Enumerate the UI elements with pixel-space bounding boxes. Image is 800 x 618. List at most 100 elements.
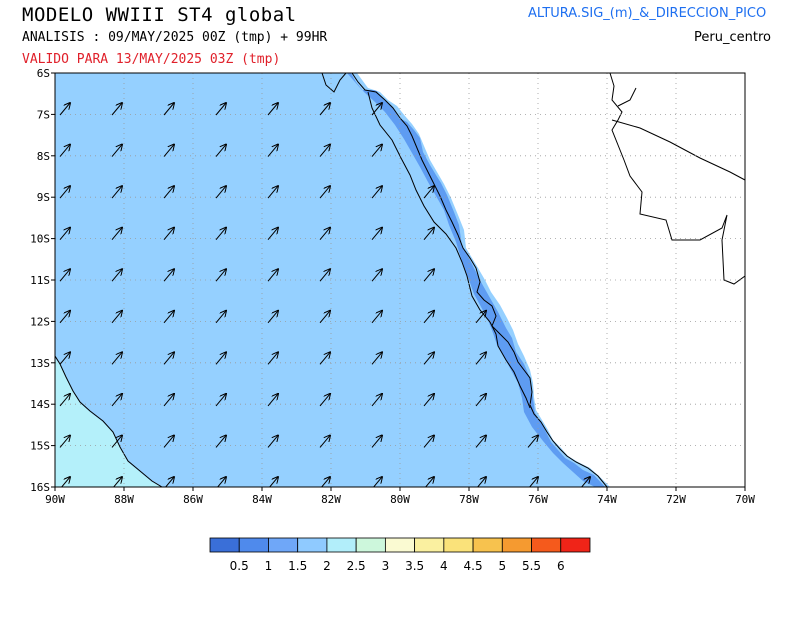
colorbar-swatch — [414, 537, 445, 553]
lon-tick-label: 74W — [597, 493, 617, 506]
colorbar-swatch — [501, 537, 532, 553]
colorbar-label: 4 — [440, 559, 448, 573]
direction-arrow — [163, 228, 174, 240]
direction-arrow — [215, 103, 226, 116]
direction-arrow — [111, 311, 122, 324]
lat-tick-label: 6S — [37, 67, 50, 80]
lon-tick-label: 78W — [459, 493, 479, 506]
colorbar-label: 3 — [382, 559, 390, 573]
direction-arrow — [111, 186, 122, 199]
direction-arrow — [267, 186, 278, 199]
direction-arrow — [423, 394, 434, 407]
direction-arrow — [321, 477, 330, 487]
direction-arrow — [111, 435, 122, 448]
direction-arrow — [163, 269, 174, 282]
direction-arrow — [423, 228, 434, 240]
direction-arrow — [267, 228, 278, 240]
direction-arrow — [59, 145, 70, 157]
direction-arrow — [581, 477, 590, 487]
colorbar-swatch — [560, 537, 591, 553]
direction-arrow — [527, 435, 538, 448]
lat-tick-label: 16S — [30, 481, 50, 494]
colorbar-label: 2 — [323, 559, 331, 573]
direction-arrow — [215, 352, 226, 365]
peak-direction-arrows — [59, 103, 590, 487]
direction-arrow — [371, 394, 382, 407]
direction-arrow — [475, 352, 486, 365]
lon-tick-label: 76W — [528, 493, 548, 506]
direction-arrow — [163, 435, 174, 448]
direction-arrow — [425, 477, 434, 487]
colorbar-swatch — [297, 537, 328, 553]
lat-lon-grid — [55, 73, 745, 487]
direction-arrow — [215, 269, 226, 282]
direction-arrow — [163, 145, 174, 157]
colorbar-label: 1 — [265, 559, 273, 573]
direction-arrow — [371, 311, 382, 324]
direction-arrow — [59, 228, 70, 240]
coastline — [351, 73, 608, 487]
direction-arrow — [215, 311, 226, 324]
colorbar-label: 5 — [498, 559, 506, 573]
direction-arrow — [111, 103, 122, 116]
lat-tick-label: 14S — [30, 398, 50, 411]
direction-arrow — [477, 477, 486, 487]
lat-tick-label: 8S — [37, 150, 50, 163]
lat-tick-label: 10S — [30, 233, 50, 246]
valid-line: VALIDO PARA 13/MAY/2025 03Z (tmp) — [22, 52, 281, 67]
direction-arrow — [163, 394, 174, 407]
lat-axis: 6S 7S 8S 9S 10S 11S 12S 13S 14S 15S 16S — [30, 67, 55, 494]
direction-arrow — [371, 352, 382, 365]
direction-arrow — [215, 228, 226, 240]
direction-arrow — [371, 145, 382, 157]
colorbar-label: 5.5 — [522, 559, 541, 573]
direction-arrow — [59, 394, 70, 407]
lon-tick-label: 80W — [390, 493, 410, 506]
direction-arrow — [371, 228, 382, 240]
variable-label: ALTURA.SIG_(m)_&_DIRECCION_PICO — [528, 6, 767, 21]
direction-arrow — [371, 435, 382, 448]
direction-arrow — [215, 394, 226, 407]
direction-arrow — [423, 311, 434, 324]
direction-arrow — [267, 103, 278, 116]
colorbar-label: 1.5 — [288, 559, 307, 573]
direction-arrow — [59, 186, 70, 199]
colorbar-swatch — [531, 537, 562, 553]
direction-arrow — [113, 477, 122, 487]
direction-arrow — [267, 269, 278, 282]
inland-border — [609, 73, 745, 285]
direction-arrow — [319, 269, 330, 282]
direction-arrow — [111, 352, 122, 365]
direction-arrow — [217, 477, 226, 487]
colorbar-label: 4.5 — [464, 559, 483, 573]
direction-arrow — [319, 145, 330, 157]
lat-tick-label: 11S — [30, 274, 50, 287]
colorbar-label: 0.5 — [230, 559, 249, 573]
direction-arrow — [319, 186, 330, 199]
lon-axis: 90W 88W 86W 84W 82W 80W 78W 76W 74W 72W 70W — [45, 487, 755, 506]
region-label: Peru_centro — [694, 30, 771, 45]
colorbar: 0.5 1 1.5 2 2.5 3 3.5 4 4.5 5 5.5 6 — [209, 537, 591, 573]
direction-arrow — [59, 269, 70, 282]
direction-arrow — [267, 311, 278, 324]
colorbar-swatch — [355, 537, 386, 553]
direction-arrow — [215, 145, 226, 157]
direction-arrow — [267, 435, 278, 448]
lat-tick-label: 12S — [30, 315, 50, 328]
analysis-line: ANALISIS : 09/MAY/2025 00Z (tmp) + 99HR — [22, 30, 328, 45]
direction-arrow — [215, 435, 226, 448]
direction-arrow — [319, 311, 330, 324]
direction-arrow — [111, 394, 122, 407]
direction-arrow — [61, 477, 70, 487]
direction-arrow — [215, 186, 226, 199]
direction-arrow — [423, 435, 434, 448]
direction-arrow — [59, 103, 70, 116]
direction-arrow — [163, 186, 174, 199]
direction-arrow — [111, 228, 122, 240]
colorbar-swatch — [384, 537, 416, 553]
direction-arrow — [475, 394, 486, 407]
direction-arrow — [165, 477, 174, 487]
lat-tick-label: 15S — [30, 440, 50, 453]
direction-arrow — [371, 269, 382, 282]
